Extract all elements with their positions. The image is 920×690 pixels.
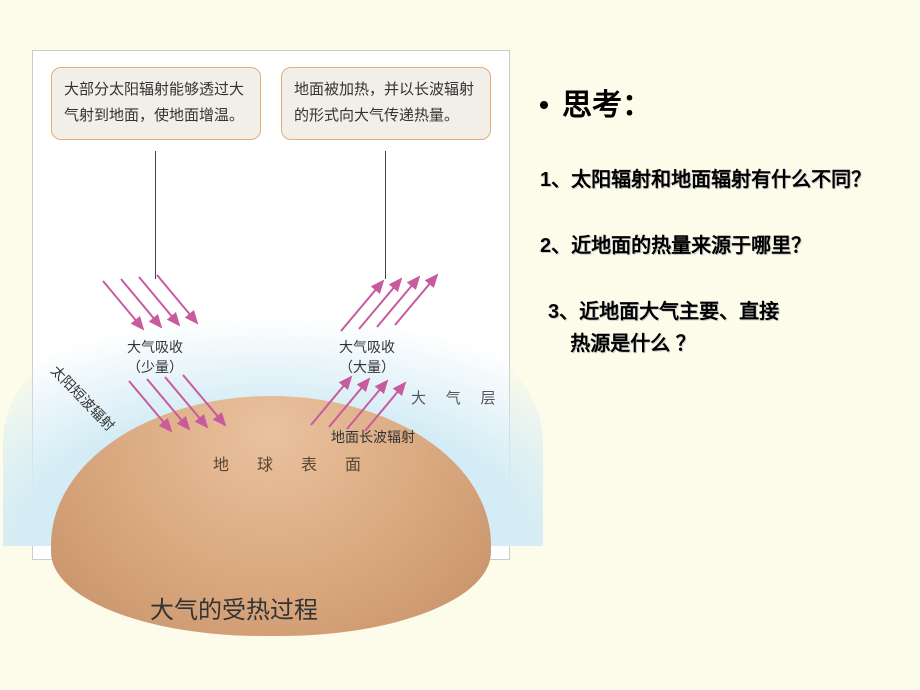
bullet-icon <box>540 101 548 109</box>
absorb-label-small: 大气吸收 （少量） <box>127 339 183 378</box>
absorb-label-large: 大气吸收 （大量） <box>339 339 395 378</box>
question-2: 2、近地面的热量来源于哪里？ <box>540 230 900 262</box>
question-1: 1、太阳辐射和地面辐射有什么不同？ <box>540 164 900 196</box>
earth-label: 地 球 表 面 <box>213 451 373 475</box>
pointer-line-1 <box>155 151 156 279</box>
ground-radiation-label: 地面长波辐射 <box>331 427 415 447</box>
info-box-solar-text: 大部分太阳辐射能够透过大气射到地面，使地面增温。 <box>64 82 244 124</box>
diagram-caption: 大气的受热过程 <box>150 590 318 625</box>
think-title-text: 思考： <box>562 89 652 122</box>
info-box-ground: 地面被加热，并以长波辐射的形式向大气传递热量。 <box>281 67 491 140</box>
absorb-1-line2: （少量） <box>127 361 183 376</box>
info-box-ground-text: 地面被加热，并以长波辐射的形式向大气传递热量。 <box>294 82 474 124</box>
info-box-solar: 大部分太阳辐射能够透过大气射到地面，使地面增温。 <box>51 67 261 140</box>
right-panel: 思考： 1、太阳辐射和地面辐射有什么不同？ 2、近地面的热量来源于哪里？ 3、近… <box>540 80 900 394</box>
question-3: 3、近地面大气主要、直接 热源是什么 ？ <box>540 296 900 360</box>
question-3-line1: 3、近地面大气主要、直接 <box>548 301 779 323</box>
absorb-2-line2: （大量） <box>339 361 395 376</box>
question-3-line2: 热源是什么 ？ <box>570 333 696 355</box>
think-title: 思考： <box>540 80 900 124</box>
absorb-1-line1: 大气吸收 <box>127 341 183 356</box>
pointer-line-2 <box>385 151 386 279</box>
absorb-2-line1: 大气吸收 <box>339 341 395 356</box>
atmosphere-label: 大 气 层 <box>411 387 504 408</box>
diagram-panel: 大部分太阳辐射能够透过大气射到地面，使地面增温。 地面被加热，并以长波辐射的形式… <box>32 50 510 560</box>
